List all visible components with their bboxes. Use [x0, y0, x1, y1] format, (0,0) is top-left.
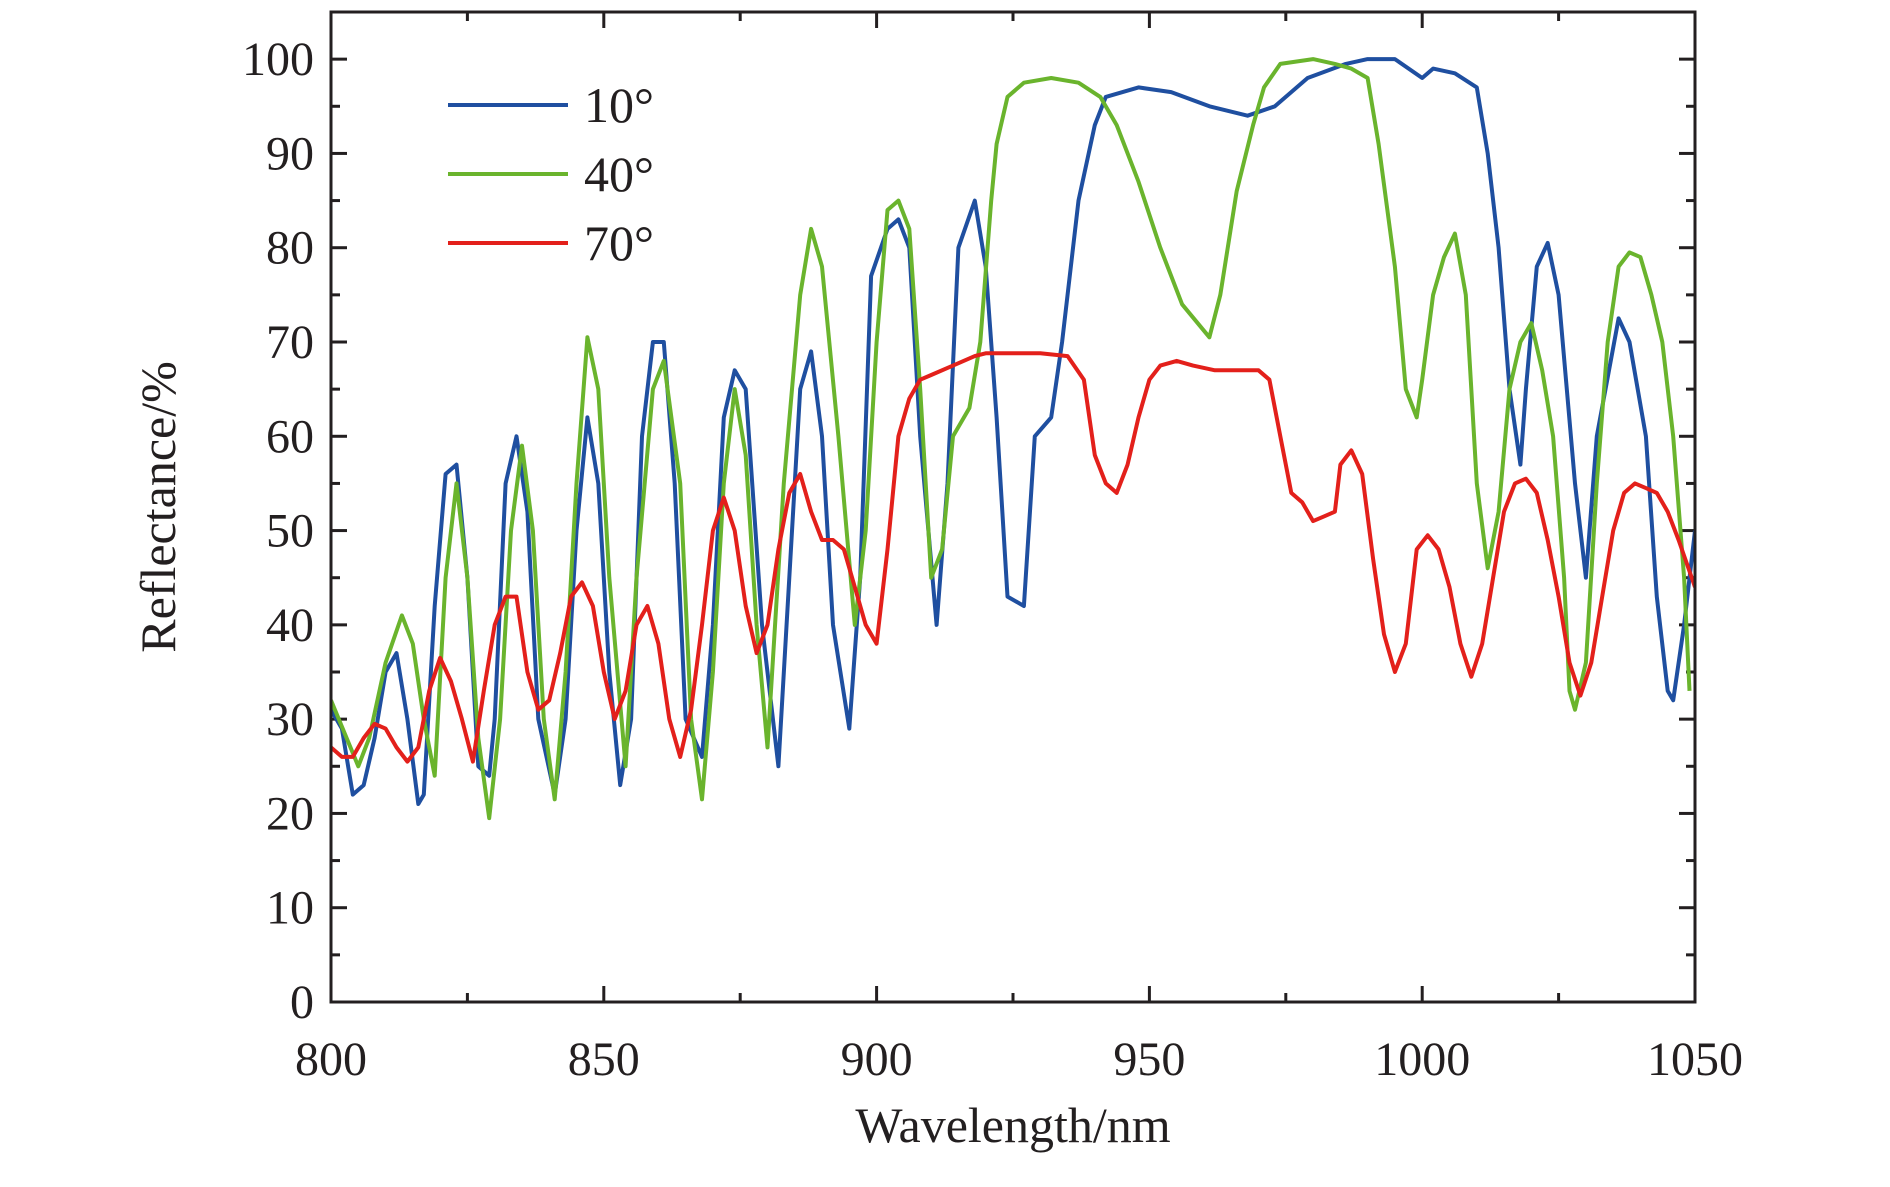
- lines-layer: [331, 57, 1695, 821]
- y-axis-label: Reflectance/%: [130, 361, 186, 652]
- series-line: [331, 351, 1695, 764]
- x-tick-label: 800: [295, 1033, 367, 1086]
- x-tick-label: 900: [841, 1033, 913, 1086]
- y-tick-label: 60: [266, 410, 314, 463]
- y-tick-label: 10: [266, 882, 314, 935]
- legend-label: 40°: [584, 146, 654, 202]
- x-tick-label: 950: [1113, 1033, 1185, 1086]
- x-axis-label: Wavelength/nm: [855, 1097, 1170, 1153]
- y-tick-label: 30: [266, 693, 314, 746]
- x-tick-label: 850: [568, 1033, 640, 1086]
- x-tick-label: 1050: [1647, 1033, 1743, 1086]
- y-tick-label: 100: [242, 33, 314, 86]
- y-tick-label: 90: [266, 127, 314, 180]
- y-tick-label: 0: [290, 976, 314, 1029]
- legend-label: 70°: [584, 215, 654, 271]
- y-tick-label: 20: [266, 787, 314, 840]
- x-tick-label: 1000: [1374, 1033, 1470, 1086]
- series-line: [331, 57, 1692, 821]
- axes-layer: 800 850 900 950 1000 1050 0 10 20 30 40 50 60 70 80 90 1…: [242, 12, 1743, 1086]
- y-tick-label: 80: [266, 222, 314, 275]
- series-line: [331, 57, 1695, 806]
- legend: 10° 40° 70°: [448, 77, 654, 271]
- y-tick-label: 70: [266, 316, 314, 369]
- plot-frame: [329, 10, 1697, 1004]
- y-tick-label: 50: [266, 505, 314, 558]
- legend-label: 10°: [584, 77, 654, 133]
- y-tick-label: 40: [266, 599, 314, 652]
